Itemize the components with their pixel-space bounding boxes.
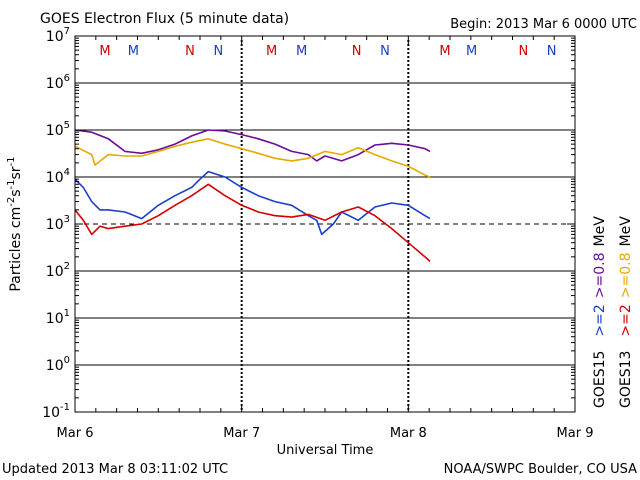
legend: GOES15>=2>=0.8MeV GOES13>=2>=0.8MeV	[592, 216, 634, 408]
series-line	[74, 183, 431, 262]
event-marker: M	[266, 44, 277, 59]
grid-lines	[75, 82, 575, 366]
y-tick-label: 106	[46, 73, 70, 92]
chart-title: GOES Electron Flux (5 minute data)	[40, 11, 289, 27]
series-line	[74, 170, 431, 236]
event-marker: M	[466, 44, 477, 59]
event-marker: M	[296, 44, 307, 59]
x-tick-label: Mar 6	[57, 426, 94, 441]
event-marker: N	[518, 44, 528, 59]
y-tick-label: 107	[46, 26, 70, 45]
legend-goes13: GOES13>=2>=0.8MeV	[618, 216, 634, 408]
series-lines	[74, 129, 431, 262]
updated-label: Updated 2013 Mar 8 03:11:02 UTC	[2, 462, 228, 477]
event-marker: N	[547, 44, 557, 59]
series-line	[74, 138, 431, 178]
event-marker: M	[439, 44, 450, 59]
event-marker: M	[99, 44, 110, 59]
credit-label: NOAA/SWPC Boulder, CO USA	[444, 462, 637, 477]
y-tick-label: 102	[46, 261, 70, 280]
y-axis-ticks: 107 106 105 104 103 102 101 100 10-1	[42, 26, 575, 421]
y-tick-label: 101	[46, 308, 70, 327]
y-tick-label: 104	[46, 167, 70, 186]
legend-goes15: GOES15>=2>=0.8MeV	[592, 216, 608, 408]
y-tick-label: 100	[46, 355, 70, 374]
x-tick-label: Mar 9	[557, 426, 594, 441]
begin-label: Begin: 2013 Mar 6 0000 UTC	[450, 17, 637, 32]
event-marker: N	[352, 44, 362, 59]
x-axis-ticks: Mar 6 Mar 7 Mar 8 Mar 9	[57, 36, 594, 441]
event-marker: N	[185, 44, 195, 59]
x-tick-label: Mar 7	[223, 426, 260, 441]
x-tick-label: Mar 8	[390, 426, 427, 441]
day-boundaries	[240, 40, 410, 410]
y-tick-label: 10-1	[42, 402, 70, 421]
y-tick-label: 103	[46, 214, 70, 233]
event-marker: M	[128, 44, 139, 59]
y-tick-label: 105	[46, 120, 70, 139]
event-marker: N	[213, 44, 223, 59]
x-axis-label: Universal Time	[277, 443, 374, 458]
event-marker: N	[380, 44, 390, 59]
series-line	[74, 129, 431, 162]
y-axis-label: Particles cm-2s-1sr-1	[6, 156, 24, 291]
